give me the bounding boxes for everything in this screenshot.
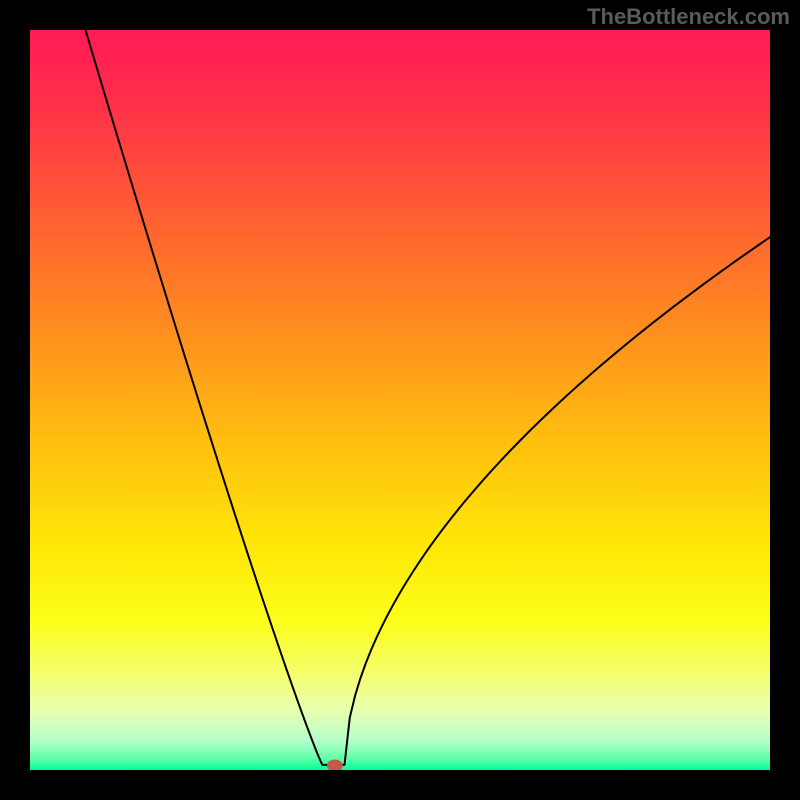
plot-area: [30, 30, 770, 770]
chart-frame: { "watermark": { "text": "TheBottleneck.…: [0, 0, 800, 800]
minimum-marker: [327, 760, 343, 770]
watermark-text: TheBottleneck.com: [587, 4, 790, 30]
bottleneck-curve: [30, 30, 770, 770]
